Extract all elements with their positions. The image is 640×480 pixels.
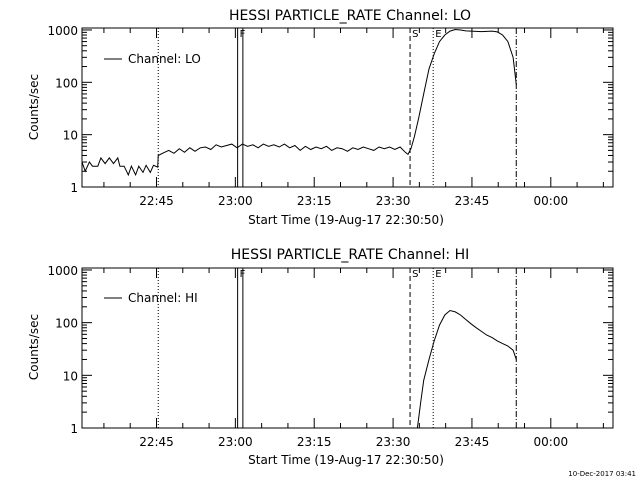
panel-hi: HESSI PARTICLE_RATE Channel: HI 1 10 100 10… xyxy=(27,247,614,467)
x-tick-label: 23:15 xyxy=(297,194,332,208)
panel-lo: HESSI PARTICLE_RATE Channel: LO 1 10 100 10… xyxy=(27,8,614,227)
x-tick-label: 23:30 xyxy=(376,435,411,449)
x-tick-label: 23:45 xyxy=(455,194,490,208)
chart-title-hi: HESSI PARTICLE_RATE Channel: HI xyxy=(231,247,469,263)
y-axis-label-lo: Counts/sec xyxy=(27,74,41,140)
legend-label-hi: Channel: HI xyxy=(128,291,198,305)
y-tick-label: 10 xyxy=(63,129,78,143)
y-axis-label-hi: Counts/sec xyxy=(27,314,41,380)
chart-title-lo: HESSI PARTICLE_RATE Channel: LO xyxy=(229,8,471,24)
y-tick-label: 10 xyxy=(63,369,78,383)
x-tick-label: 23:45 xyxy=(455,435,490,449)
legend-label-lo: Channel: LO xyxy=(128,52,201,66)
series-line-lo xyxy=(81,28,517,177)
x-tick-label: 23:30 xyxy=(376,194,411,208)
y-tick-label: 100 xyxy=(55,317,78,331)
y-tick-label: 1 xyxy=(70,422,78,436)
event-marker-label: E xyxy=(435,269,441,280)
x-tick-label: 22:45 xyxy=(139,435,174,449)
event-marker-label: E xyxy=(435,29,441,40)
plot-frame-lo xyxy=(81,27,614,188)
y-tick-label: 1000 xyxy=(47,264,78,278)
x-axis-label-hi: Start Time (19-Aug-17 22:30:50) xyxy=(248,453,444,467)
event-marker-label: S xyxy=(412,29,418,40)
x-tick-label: 00:00 xyxy=(534,194,569,208)
plot-frame-hi xyxy=(81,267,614,429)
series-line-hi xyxy=(416,309,517,429)
y-tick-label: 1000 xyxy=(47,24,78,38)
x-tick-label: 23:00 xyxy=(218,435,253,449)
y-tick-label: 1 xyxy=(70,181,78,195)
x-tick-label: 23:00 xyxy=(218,194,253,208)
x-axis-label-lo: Start Time (19-Aug-17 22:30:50) xyxy=(248,213,444,227)
footer-timestamp: 10-Dec-2017 03:41 xyxy=(568,470,636,478)
x-tick-label: 22:45 xyxy=(139,194,174,208)
y-tick-label: 100 xyxy=(55,76,78,90)
x-tick-label: 23:15 xyxy=(297,435,332,449)
event-marker-label: S xyxy=(412,269,418,280)
x-tick-label: 00:00 xyxy=(534,435,569,449)
